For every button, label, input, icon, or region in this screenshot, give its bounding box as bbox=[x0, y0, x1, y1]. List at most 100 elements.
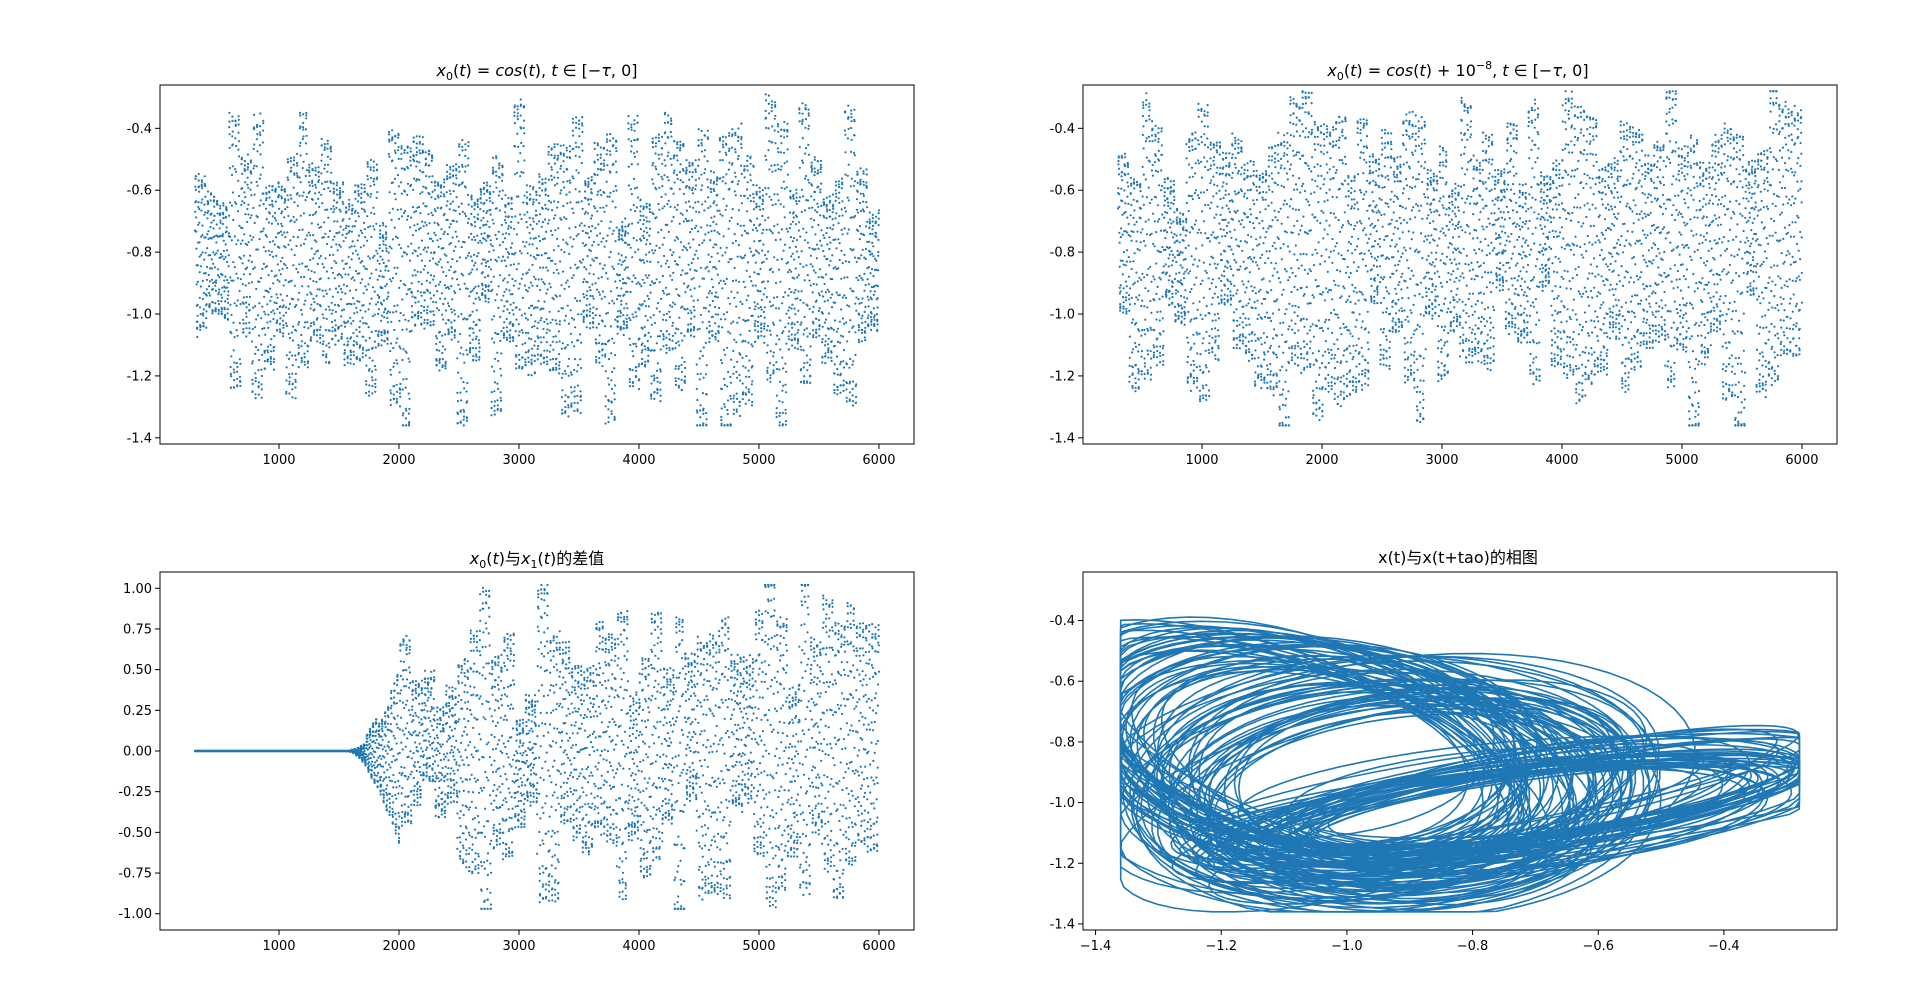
scatter-point bbox=[376, 259, 379, 262]
scatter-point bbox=[569, 332, 573, 335]
scatter-point bbox=[354, 269, 358, 273]
scatter-point bbox=[399, 279, 402, 282]
scatter-point bbox=[618, 273, 622, 276]
scatter-point bbox=[591, 244, 594, 247]
scatter-point bbox=[770, 198, 773, 201]
scatter-point bbox=[334, 287, 338, 290]
scatter-point bbox=[308, 190, 311, 193]
scatter-point bbox=[734, 151, 737, 154]
scatter-point bbox=[501, 174, 504, 177]
scatter-point bbox=[498, 244, 501, 247]
scatter-point bbox=[796, 297, 799, 300]
scatter-point bbox=[706, 178, 709, 181]
scatter-point bbox=[689, 268, 692, 271]
scatter-point bbox=[670, 253, 674, 257]
scatter-point bbox=[801, 161, 805, 164]
scatter-point bbox=[824, 334, 827, 337]
scatter-point bbox=[765, 126, 768, 129]
scatter-point bbox=[401, 255, 404, 258]
scatter-point bbox=[509, 246, 513, 249]
scatter-point bbox=[456, 357, 459, 360]
scatter-point bbox=[256, 124, 259, 127]
scatter-point bbox=[825, 217, 828, 220]
scatter-point bbox=[749, 220, 753, 223]
scatter-point bbox=[656, 335, 660, 338]
scatter-point bbox=[371, 376, 374, 379]
scatter-point bbox=[675, 235, 678, 239]
scatter-point bbox=[810, 168, 814, 171]
scatter-point bbox=[727, 227, 730, 230]
scatter-point bbox=[293, 254, 296, 257]
scatter-point bbox=[363, 228, 367, 231]
scatter-point bbox=[403, 190, 406, 193]
scatter-point bbox=[477, 285, 480, 288]
scatter-point bbox=[667, 114, 670, 117]
scatter-point bbox=[754, 340, 757, 343]
scatter-point bbox=[558, 367, 561, 370]
scatter-point bbox=[731, 208, 734, 211]
scatter-point bbox=[466, 353, 469, 356]
scatter-point bbox=[647, 354, 650, 357]
scatter-point bbox=[298, 194, 301, 197]
scatter-point bbox=[361, 348, 365, 351]
scatter-point bbox=[478, 355, 481, 359]
scatter-point bbox=[552, 348, 555, 351]
scatter-point bbox=[443, 178, 446, 181]
scatter-point bbox=[657, 133, 661, 136]
scatter-point bbox=[319, 325, 322, 328]
scatter-point bbox=[285, 294, 289, 297]
scatter-point bbox=[290, 219, 293, 222]
scatter-point bbox=[629, 246, 632, 249]
scatter-point bbox=[432, 294, 435, 297]
scatter-point bbox=[658, 310, 661, 313]
scatter-point bbox=[367, 348, 370, 351]
scatter-point bbox=[419, 192, 422, 195]
scatter-point bbox=[260, 353, 264, 356]
scatter-point bbox=[579, 366, 583, 370]
scatter-point bbox=[515, 367, 518, 370]
scatter-point bbox=[583, 266, 586, 269]
scatter-point bbox=[769, 267, 773, 270]
scatter-point bbox=[546, 269, 549, 272]
scatter-point bbox=[484, 264, 488, 268]
scatter-point bbox=[259, 276, 263, 280]
scatter-point bbox=[558, 320, 562, 323]
scatter-point bbox=[418, 140, 421, 143]
scatter-point bbox=[556, 154, 560, 157]
scatter-point bbox=[737, 136, 740, 139]
scatter-point bbox=[320, 137, 323, 141]
scatter-point bbox=[822, 201, 826, 204]
scatter-point bbox=[373, 228, 376, 231]
scatter-point bbox=[679, 140, 682, 143]
scatter-point bbox=[690, 278, 693, 281]
scatter-point bbox=[530, 338, 533, 341]
scatter-point bbox=[340, 315, 343, 318]
scatter-point bbox=[663, 236, 666, 239]
scatter-point bbox=[348, 266, 351, 269]
scatter-point bbox=[282, 324, 285, 327]
scatter-point bbox=[535, 191, 538, 194]
scatter-point bbox=[490, 400, 493, 403]
scatter-point bbox=[412, 140, 415, 143]
scatter-point bbox=[273, 345, 276, 348]
scatter-point bbox=[332, 205, 335, 208]
scatter-point bbox=[442, 318, 445, 321]
scatter-point bbox=[573, 358, 577, 361]
scatter-point bbox=[279, 273, 282, 276]
scatter-point bbox=[457, 165, 461, 168]
scatter-point bbox=[818, 334, 821, 337]
scatter-point bbox=[425, 250, 428, 253]
scatter-point bbox=[782, 151, 786, 154]
scatter-point bbox=[657, 173, 660, 176]
scatter-point bbox=[255, 287, 258, 291]
scatter-point bbox=[360, 187, 363, 190]
scatter-point bbox=[681, 248, 684, 252]
scatter-point bbox=[405, 328, 408, 331]
scatter-point bbox=[596, 142, 599, 145]
scatter-point bbox=[432, 278, 435, 281]
scatter-point bbox=[586, 232, 589, 235]
scatter-point bbox=[753, 253, 756, 256]
scatter-point bbox=[674, 377, 677, 380]
scatter-point bbox=[787, 294, 790, 297]
scatter-point bbox=[452, 209, 455, 212]
